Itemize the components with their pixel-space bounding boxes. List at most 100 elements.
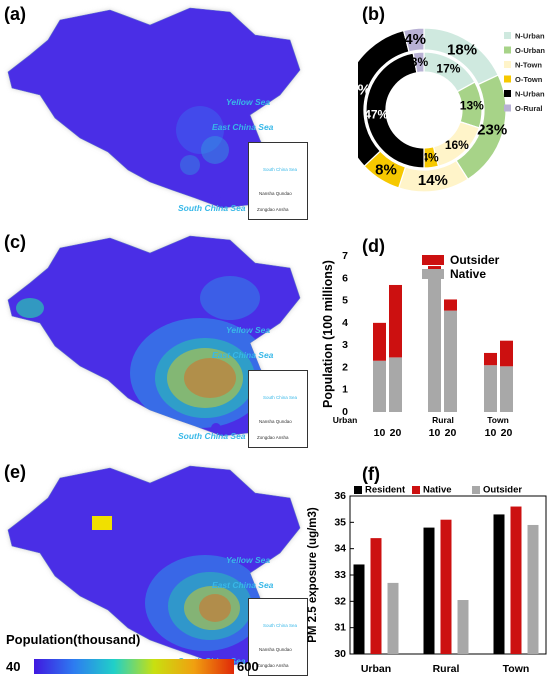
outer-label-0: 18% (447, 42, 477, 59)
bar-outsider (387, 582, 399, 654)
map-e-hotspots (92, 516, 265, 651)
bar-native (440, 519, 452, 654)
x-tick-label: Urban (361, 663, 391, 675)
inner-slice-4 (365, 52, 425, 169)
x-tick-label: 10 (374, 427, 386, 439)
legend-swatch (504, 75, 511, 83)
panel-label-d: (d) (362, 236, 385, 256)
bar-native (510, 506, 522, 654)
map-c: Yellow Sea East China Sea South China Se… (0, 228, 310, 458)
legend-swatch (504, 90, 511, 97)
south-china-sea-inset: South China Sea Nansha Qundao Zongdao An… (248, 142, 308, 220)
inset-sea-label: South China Sea (263, 623, 298, 628)
sea-label-east-china: East China Sea (212, 580, 274, 590)
legend-label: N-Urban (515, 32, 545, 41)
panel-label-b: (b) (362, 4, 385, 24)
map-c-hotspots (16, 276, 270, 428)
x-tick-label: 10 (485, 427, 497, 439)
south-china-sea-inset: South China Sea Nansha Qundao Zongdao An… (248, 598, 308, 676)
legend-swatch (412, 486, 420, 494)
legend-swatch (422, 255, 444, 265)
y-tick-label: 30 (334, 648, 346, 660)
panel-label-a: (a) (4, 4, 26, 24)
stacked-bar-chart: 0 1 2 3 4 5 6 7 Population (100 millions) 10 20 10 2… (321, 250, 513, 439)
x-tick-label: 20 (390, 427, 402, 439)
inset-island-label-1: Nansha Qundao (259, 191, 292, 196)
legend-label: Native (423, 485, 452, 496)
sea-label-yellow: Yellow Sea (226, 555, 271, 565)
map-c-svg (7, 235, 301, 437)
x-tick-label: 20 (445, 427, 457, 439)
legend-swatch (504, 61, 511, 68)
sea-label-east-china: East China Sea (212, 350, 274, 360)
bar-outsider (389, 284, 402, 358)
x-tick-label: 10 (429, 427, 441, 439)
inner-label-2: 16% (445, 138, 469, 152)
inset-island-label-2: Zongdao Ansha (257, 435, 289, 440)
bar-native (370, 538, 382, 654)
china-mainland-shape (7, 7, 301, 209)
bar-native (373, 360, 386, 412)
y-tick-label: 0 (342, 406, 348, 418)
y-tick-label: 31 (334, 622, 346, 634)
y-tick-label: 2 (342, 361, 348, 373)
inner-label-0: 17% (436, 62, 460, 76)
map-e-svg (7, 465, 301, 667)
grouped-bar-chart: 30 31 32 33 34 35 36 PM 2.5 exposure (ug/m3) Urb… (307, 485, 547, 675)
y-axis-label: Population (100 millions) (321, 260, 335, 408)
legend-label: Resident (365, 485, 406, 496)
legend-swatch (504, 32, 511, 39)
bar-native (428, 273, 441, 412)
sea-label-east-china: East China Sea (212, 122, 274, 132)
inset-sea-label: South China Sea (263, 395, 298, 400)
inner-label-1: 13% (460, 98, 484, 112)
group-label: Rural (432, 415, 454, 425)
y-tick-label: 3 (342, 339, 348, 351)
bar-outsider (373, 322, 386, 361)
legend-swatch (504, 104, 511, 112)
y-axis-label: PM 2.5 exposure (ug/m3) (307, 507, 319, 643)
inner-label-4: 47% (364, 108, 388, 122)
legend-swatch (472, 486, 480, 494)
outer-label-2: 14% (418, 172, 448, 189)
bar-resident (353, 564, 365, 654)
group-label: Urban (333, 415, 358, 425)
sea-label-yellow: Yellow Sea (226, 325, 271, 335)
bar-resident (423, 527, 435, 654)
bar-native (500, 366, 513, 412)
inset-island-label-1: Nansha Qundao (259, 647, 292, 652)
inner-slice-5 (412, 51, 425, 74)
outer-label-5: 4% (404, 31, 426, 48)
outer-label-1: 23% (477, 121, 507, 138)
y-tick-label: 33 (334, 569, 346, 581)
south-china-sea-inset: South China Sea Nansha Qundao Zongdao An… (248, 370, 308, 448)
legend-label: O-Rural (515, 104, 543, 113)
colorbar-title: Population(thousand) (6, 632, 141, 647)
sea-label-yellow: Yellow Sea (226, 97, 271, 107)
x-tick-label: 20 (501, 427, 513, 439)
y-tick-label: 7 (342, 250, 348, 262)
map-a-hotspots (176, 106, 229, 175)
inset-island-label-1: Nansha Qundao (259, 419, 292, 424)
legend-label: Native (450, 267, 486, 281)
map-e: Yellow Sea East China Sea South China Se… (0, 458, 310, 680)
map-a: Yellow Sea East China Sea South China Se… (0, 0, 310, 228)
inner-label-5: 3% (411, 55, 429, 69)
colorbar (34, 659, 234, 674)
bar-outsider (527, 524, 539, 654)
bar-outsider (444, 299, 457, 311)
inset-island-label-2: Zongdao Ansha (257, 207, 289, 212)
y-tick-label: 5 (342, 295, 348, 307)
legend-label: O-Town (515, 75, 543, 84)
map-a-svg (7, 7, 301, 209)
bar-native (389, 357, 402, 412)
legend-label: N-Urban (515, 90, 545, 99)
legend-swatch (504, 46, 511, 54)
bar-outsider (500, 340, 513, 367)
legend-label: O-Urban (515, 46, 545, 55)
x-tick-label: Town (503, 663, 530, 675)
colorbar-min-label: 40 (6, 659, 21, 674)
bar-resident (493, 514, 505, 654)
y-tick-label: 34 (334, 543, 346, 555)
y-tick-label: 4 (342, 317, 348, 329)
